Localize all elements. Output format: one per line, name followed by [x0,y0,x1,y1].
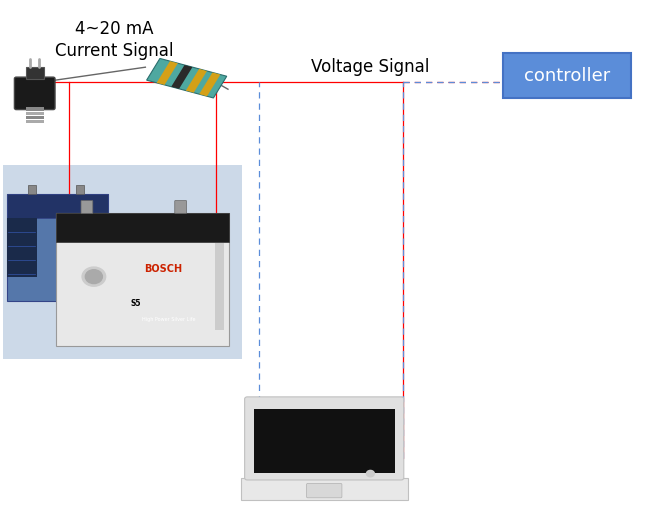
Circle shape [367,470,375,477]
FancyBboxPatch shape [26,120,44,123]
FancyBboxPatch shape [56,213,229,346]
FancyBboxPatch shape [76,185,84,194]
FancyBboxPatch shape [81,201,93,213]
Circle shape [85,270,102,284]
FancyBboxPatch shape [26,67,44,79]
FancyBboxPatch shape [241,478,407,500]
FancyBboxPatch shape [7,194,108,301]
FancyBboxPatch shape [7,194,108,218]
Circle shape [82,267,105,286]
Text: controller: controller [524,67,610,85]
Polygon shape [147,59,227,98]
FancyBboxPatch shape [56,213,229,242]
FancyBboxPatch shape [245,397,403,480]
FancyBboxPatch shape [503,53,631,98]
FancyBboxPatch shape [14,77,55,110]
FancyBboxPatch shape [26,107,44,111]
FancyBboxPatch shape [219,244,222,330]
Polygon shape [171,65,193,89]
FancyBboxPatch shape [175,201,187,213]
FancyBboxPatch shape [3,165,242,359]
FancyBboxPatch shape [254,409,394,472]
Text: Voltage Signal: Voltage Signal [311,57,429,76]
Text: S4: S4 [58,260,67,267]
FancyBboxPatch shape [307,484,342,498]
Text: S5: S5 [130,299,141,307]
FancyBboxPatch shape [221,244,224,330]
Polygon shape [157,61,178,85]
Text: BOSCH: BOSCH [144,264,182,273]
Polygon shape [186,69,207,93]
FancyBboxPatch shape [7,218,37,277]
FancyBboxPatch shape [28,185,36,194]
FancyBboxPatch shape [26,115,44,119]
FancyBboxPatch shape [215,244,218,330]
FancyBboxPatch shape [217,244,220,330]
Text: BOS: BOS [61,232,79,241]
Polygon shape [199,72,220,96]
FancyBboxPatch shape [26,112,44,115]
Text: High Power Silver Life: High Power Silver Life [141,317,195,322]
Text: 4~20 mA
Current Signal: 4~20 mA Current Signal [56,20,174,60]
